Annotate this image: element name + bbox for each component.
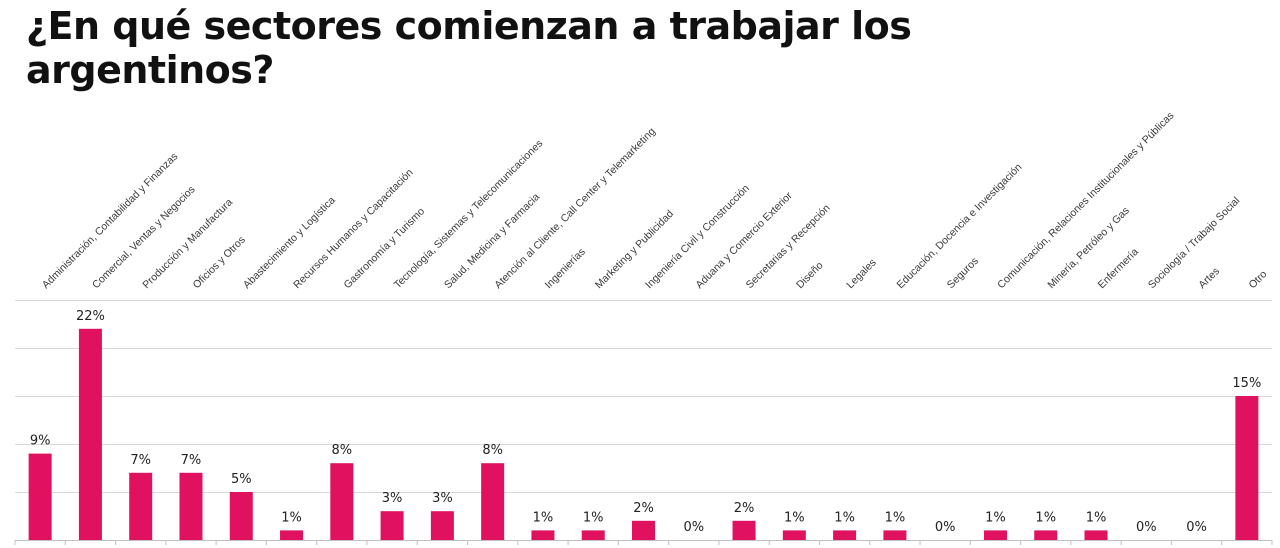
data-label: 1% (533, 510, 554, 525)
bar (28, 453, 52, 540)
category-label: Abastecimiento y Logística (241, 194, 338, 291)
category-label: Seguros (945, 255, 981, 291)
data-label: 8% (332, 443, 353, 458)
data-label: 1% (885, 510, 906, 525)
bar (78, 328, 102, 540)
data-label: 0% (935, 520, 956, 535)
bar (129, 472, 153, 540)
category-label: Sociología / Trabajo Social (1146, 195, 1242, 291)
category-label: Ingenierías (543, 246, 588, 291)
bar (581, 530, 605, 540)
bar (1084, 530, 1108, 540)
data-label: 8% (482, 443, 503, 458)
bar (430, 511, 454, 540)
data-label: 7% (181, 453, 202, 468)
category-label: Salud, Medicina y Farmacia (442, 191, 542, 291)
category-label: Legales (844, 257, 878, 291)
data-label: 1% (985, 510, 1006, 525)
bar (983, 530, 1007, 540)
chart-title: ¿En qué sectores comienzan a trabajar lo… (26, 4, 912, 92)
data-label: 2% (734, 501, 755, 516)
data-label: 0% (1136, 520, 1157, 535)
bar (883, 530, 907, 540)
data-label: 0% (683, 520, 704, 535)
bar (280, 530, 304, 540)
data-label: 5% (231, 472, 252, 487)
bar (732, 520, 756, 540)
category-label: Comercial, Ventas y Negocios (90, 184, 198, 292)
category-label: Secretarias y Recepción (744, 202, 833, 291)
data-label: 1% (583, 510, 604, 525)
data-label: 1% (281, 510, 302, 525)
data-label: 1% (1035, 510, 1056, 525)
bar (229, 492, 253, 540)
category-label: Aduana y Comercio Exterior (693, 189, 795, 291)
data-label: 1% (784, 510, 805, 525)
category-label: Minería, Petróleo y Gas (1045, 205, 1131, 291)
data-label: 15% (1232, 376, 1261, 391)
category-label: Producción y Manufactura (140, 196, 235, 291)
bar (1034, 530, 1058, 540)
bar (330, 463, 354, 540)
value-labels: 9% 22% 7% 7% 5% 1% 8% 3% 3% 8% 1% 1% 2% 0% 2% 1% 1% 1% 0% 1… (30, 309, 1261, 535)
category-label: Artes (1196, 265, 1222, 291)
category-label: Otro (1246, 268, 1269, 291)
bar (481, 463, 505, 540)
bar (632, 520, 655, 540)
data-label: 3% (382, 491, 403, 506)
category-label: Enfermería (1096, 246, 1141, 291)
data-label: 1% (1086, 510, 1107, 525)
bars (28, 328, 1259, 540)
category-labels: Administración, Contabilidad y FinanzasC… (40, 110, 1270, 291)
bar (782, 530, 806, 540)
data-label: 3% (432, 491, 453, 506)
category-label: Comunicación, Relaciones Institucionales… (995, 110, 1176, 291)
category-label: Oficios y Otros (191, 234, 248, 291)
data-label: 1% (834, 510, 855, 525)
data-label: 2% (633, 501, 654, 516)
data-label: 0% (1186, 520, 1207, 535)
bar (833, 530, 857, 540)
bar (1235, 396, 1259, 540)
data-label: 22% (76, 309, 105, 324)
data-label: 7% (130, 453, 151, 468)
category-label: Ingeniería Civil y Construcción (643, 182, 752, 291)
bar (179, 472, 203, 540)
category-label: Diseño (794, 259, 826, 291)
bar (531, 530, 555, 540)
gridlines (14, 300, 1273, 545)
data-label: 9% (30, 434, 51, 449)
bar (380, 511, 404, 540)
